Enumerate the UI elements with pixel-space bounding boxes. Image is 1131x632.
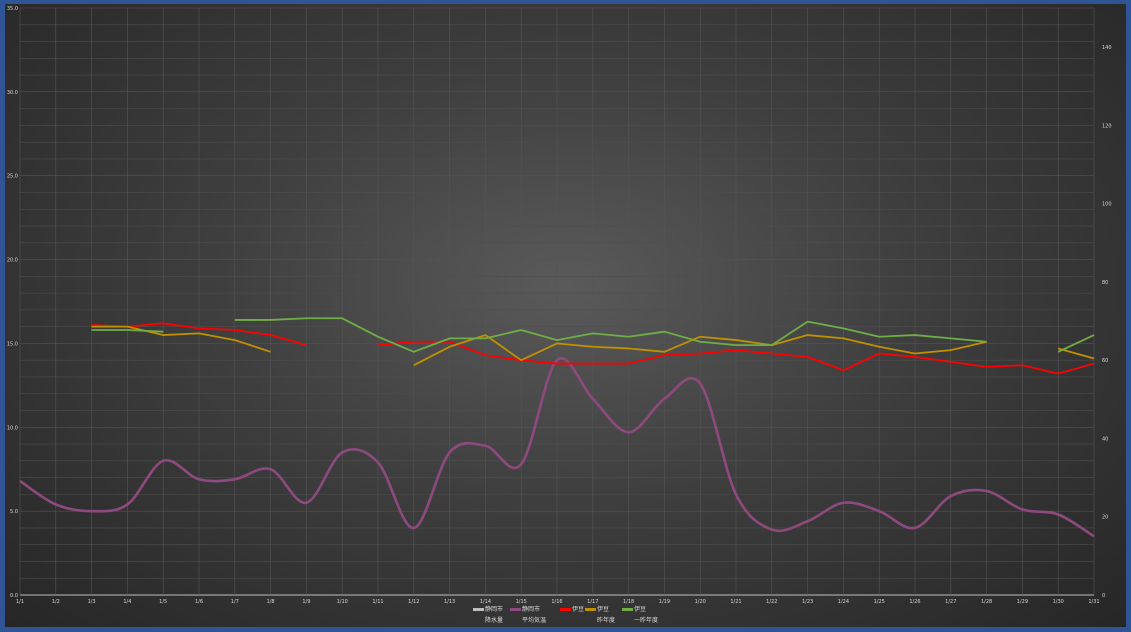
legend-swatch xyxy=(560,608,571,611)
y-left-tick-label: 30.0 xyxy=(7,90,18,96)
legend-sublabel: 平均気温 xyxy=(522,616,546,624)
series-line-3 xyxy=(1057,347,1095,360)
legend-label: 静岡市 xyxy=(522,605,540,613)
y-left-tick-label: 10.0 xyxy=(7,425,18,431)
x-tick-label: 1/20 xyxy=(695,599,706,605)
x-tick-label: 1/3 xyxy=(88,599,96,605)
x-tick-label: 1/2 xyxy=(52,599,60,605)
x-tick-label: 1/29 xyxy=(1017,599,1028,605)
x-tick-label: 1/22 xyxy=(766,599,777,605)
y-left-tick-label: 15.0 xyxy=(7,341,18,347)
x-tick-label: 1/16 xyxy=(551,599,562,605)
y-right-tick-label: 0 xyxy=(1102,593,1105,599)
legend-label: 伊豆 xyxy=(634,605,646,613)
y-left-tick-label: 5.0 xyxy=(10,509,18,515)
y-right-tick-label: 140 xyxy=(1102,45,1112,51)
y-right-tick-label: 40 xyxy=(1102,436,1108,442)
series-line-2 xyxy=(377,340,1095,375)
x-tick-label: 1/10 xyxy=(337,599,348,605)
x-tick-label: 1/26 xyxy=(909,599,920,605)
legend-sublabel: 降水量 xyxy=(485,616,503,624)
x-tick-label: 1/28 xyxy=(981,599,992,605)
y-right-tick-label: 60 xyxy=(1102,358,1108,364)
legend-sublabel: 一昨年度 xyxy=(634,616,658,624)
x-tick-label: 1/9 xyxy=(302,599,310,605)
legend-swatch xyxy=(622,608,633,611)
x-tick-label: 1/6 xyxy=(195,599,203,605)
x-tick-label: 1/23 xyxy=(802,599,813,605)
x-tick-label: 1/19 xyxy=(659,599,670,605)
x-tick-label: 1/27 xyxy=(945,599,956,605)
series-line-3 xyxy=(413,334,987,367)
x-tick-label: 1/21 xyxy=(730,599,741,605)
x-tick-label: 1/14 xyxy=(480,599,491,605)
series-line-4 xyxy=(234,317,987,353)
x-tick-label: 1/12 xyxy=(408,599,419,605)
legend-label: 伊豆 xyxy=(572,605,584,613)
y-left-tick-label: 25.0 xyxy=(7,174,18,180)
x-tick-label: 1/8 xyxy=(267,599,275,605)
legend-label: 静岡市 xyxy=(485,605,503,613)
x-tick-label: 1/24 xyxy=(838,599,849,605)
x-tick-label: 1/18 xyxy=(623,599,634,605)
x-tick-label: 1/17 xyxy=(587,599,598,605)
x-tick-label: 1/11 xyxy=(372,599,383,605)
y-right-tick-label: 120 xyxy=(1102,123,1112,129)
x-tick-label: 1/13 xyxy=(444,599,455,605)
legend-swatch xyxy=(585,608,596,611)
y-right-tick-label: 20 xyxy=(1102,515,1108,521)
x-tick-label: 1/1 xyxy=(16,599,24,605)
legend-swatch xyxy=(473,608,484,611)
x-tick-label: 1/15 xyxy=(516,599,527,605)
y-left-tick-label: 20.0 xyxy=(7,258,18,264)
series-line-1 xyxy=(19,356,1095,538)
x-tick-label: 1/31 xyxy=(1088,599,1099,605)
legend-sublabel: 昨年度 xyxy=(597,616,615,624)
y-left-tick-label: 35.0 xyxy=(7,6,18,12)
x-tick-label: 1/30 xyxy=(1053,599,1064,605)
y-right-tick-label: 100 xyxy=(1102,202,1112,208)
y-left-tick-label: 0.0 xyxy=(10,593,18,599)
chart-area: 0.0 5.0 10.0 15.0 20.0 25.0 30.0 35.0 0 20 40 60 80 1… xyxy=(5,4,1126,627)
x-tick-label: 1/5 xyxy=(159,599,167,605)
series-line-3 xyxy=(91,325,271,353)
legend-swatch xyxy=(510,608,521,611)
series-line-4 xyxy=(91,329,164,333)
x-tick-label: 1/25 xyxy=(874,599,885,605)
series-line-4 xyxy=(1057,334,1095,353)
line-chart: 0.0 5.0 10.0 15.0 20.0 25.0 30.0 35.0 0 20 40 60 80 1… xyxy=(7,6,1112,624)
legend-label: 伊豆 xyxy=(597,605,609,613)
y-right-tick-label: 80 xyxy=(1102,280,1108,286)
x-tick-label: 1/7 xyxy=(231,599,239,605)
x-tick-label: 1/4 xyxy=(123,599,131,605)
